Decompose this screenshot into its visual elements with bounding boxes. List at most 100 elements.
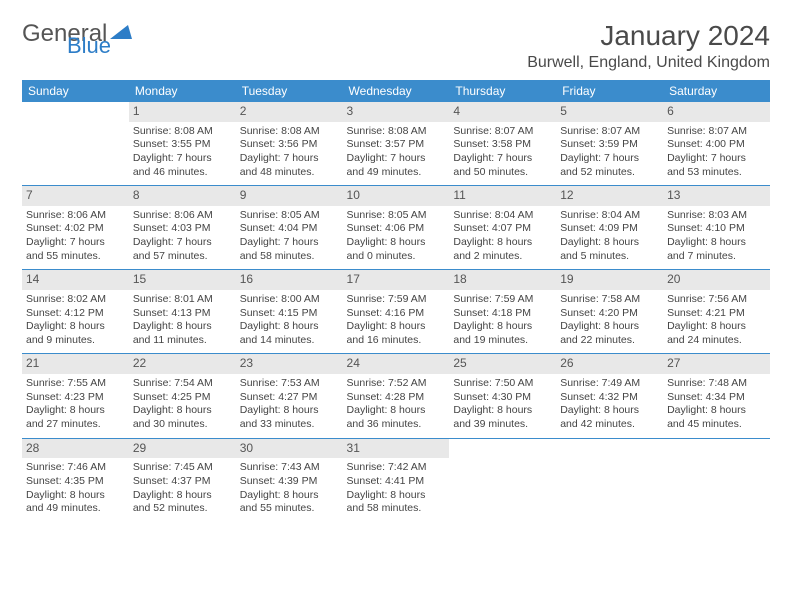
day-info-line: Sunset: 4:06 PM [347,222,446,236]
day-info-line: Sunset: 4:18 PM [453,307,552,321]
day-info: Sunrise: 8:07 AMSunset: 4:00 PMDaylight:… [667,125,766,180]
day-info-line: Sunset: 3:55 PM [133,138,232,152]
day-info-line: and 16 minutes. [347,334,446,348]
day-info-line: Sunset: 4:37 PM [133,475,232,489]
calendar-day-cell: 16Sunrise: 8:00 AMSunset: 4:15 PMDayligh… [236,270,343,354]
day-info-line: Daylight: 8 hours [453,236,552,250]
calendar-week-row: 28Sunrise: 7:46 AMSunset: 4:35 PMDayligh… [22,438,770,522]
day-info: Sunrise: 7:59 AMSunset: 4:18 PMDaylight:… [453,293,552,348]
day-header: Wednesday [343,80,450,102]
day-info: Sunrise: 7:46 AMSunset: 4:35 PMDaylight:… [26,461,125,516]
day-info: Sunrise: 7:45 AMSunset: 4:37 PMDaylight:… [133,461,232,516]
day-info-line: Sunset: 4:28 PM [347,391,446,405]
calendar-day-cell [449,438,556,522]
calendar-day-cell [22,102,129,186]
day-number: 2 [236,102,343,122]
day-info-line: Sunset: 4:21 PM [667,307,766,321]
title-block: January 2024 Burwell, England, United Ki… [527,20,770,72]
day-number: 9 [236,186,343,206]
calendar-day-cell: 26 Sunrise: 7:49 AMSunset: 4:32 PMDayligh… [556,354,663,438]
calendar-week-row: 1Sunrise: 8:08 AMSunset: 3:55 PMDaylight… [22,102,770,186]
calendar-day-cell: 11Sunrise: 8:04 AMSunset: 4:07 PMDayligh… [449,186,556,270]
day-info-line: Sunset: 3:57 PM [347,138,446,152]
day-info-line: Sunrise: 7:43 AM [240,461,339,475]
day-number: 5 [556,102,663,122]
calendar-day-cell: 13Sunrise: 8:03 AMSunset: 4:10 PMDayligh… [663,186,770,270]
calendar-day-cell: 25 Sunrise: 7:50 AMSunset: 4:30 PMDayligh… [449,354,556,438]
day-info-line: Daylight: 8 hours [133,489,232,503]
day-info-line: Sunrise: 8:04 AM [560,209,659,223]
calendar-day-cell: 7Sunrise: 8:06 AMSunset: 4:02 PMDaylight… [22,186,129,270]
day-info: Sunrise: 7:48 AMSunset: 4:34 PMDaylight:… [667,377,766,432]
calendar-day-cell: 18Sunrise: 7:59 AMSunset: 4:18 PMDayligh… [449,270,556,354]
day-info: Sunrise: 8:08 AMSunset: 3:57 PMDaylight:… [347,125,446,180]
day-info-line: Daylight: 8 hours [133,404,232,418]
day-info-line: and 0 minutes. [347,250,446,264]
day-info-line: and 27 minutes. [26,418,125,432]
day-number: 8 [129,186,236,206]
calendar-day-cell [556,438,663,522]
day-info: Sunrise: 7:49 AMSunset: 4:32 PMDaylight:… [560,377,659,432]
calendar-day-cell: 27Sunrise: 7:48 AMSunset: 4:34 PMDayligh… [663,354,770,438]
day-number: 26 [556,354,663,374]
day-info: Sunrise: 7:43 AMSunset: 4:39 PMDaylight:… [240,461,339,516]
day-info-line: and 58 minutes. [240,250,339,264]
day-info-line: Sunset: 4:03 PM [133,222,232,236]
day-info-line: Sunrise: 8:00 AM [240,293,339,307]
day-info: Sunrise: 8:07 AMSunset: 3:59 PMDaylight:… [560,125,659,180]
calendar-day-cell: 3Sunrise: 8:08 AMSunset: 3:57 PMDaylight… [343,102,450,186]
day-info-line: Daylight: 7 hours [240,152,339,166]
day-info-line: and 58 minutes. [347,502,446,516]
day-info-line: Sunrise: 8:01 AM [133,293,232,307]
day-info-line: and 55 minutes. [240,502,339,516]
day-info-line: and 46 minutes. [133,166,232,180]
day-info-line: Sunset: 4:32 PM [560,391,659,405]
day-info: Sunrise: 8:00 AMSunset: 4:15 PMDaylight:… [240,293,339,348]
calendar-day-cell: 2Sunrise: 8:08 AMSunset: 3:56 PMDaylight… [236,102,343,186]
calendar-body: 1Sunrise: 8:08 AMSunset: 3:55 PMDaylight… [22,102,770,522]
day-info-line: Daylight: 8 hours [453,320,552,334]
day-info-line: Sunrise: 7:48 AM [667,377,766,391]
day-info-line: and 24 minutes. [667,334,766,348]
day-header: Thursday [449,80,556,102]
calendar-day-cell: 19 Sunrise: 7:58 AMSunset: 4:20 PMDayligh… [556,270,663,354]
day-number: 17 [343,270,450,290]
day-info-line: and 52 minutes. [133,502,232,516]
day-info-line: Sunrise: 8:04 AM [453,209,552,223]
day-info-line: Daylight: 7 hours [133,236,232,250]
day-info-line: Daylight: 8 hours [453,404,552,418]
day-info-line: Sunset: 4:13 PM [133,307,232,321]
day-info: Sunrise: 7:58 AMSunset: 4:20 PMDaylight:… [560,293,659,348]
calendar-day-cell: 4Sunrise: 8:07 AMSunset: 3:58 PMDaylight… [449,102,556,186]
day-info-line: and 53 minutes. [667,166,766,180]
day-info: Sunrise: 7:50 AMSunset: 4:30 PMDaylight:… [453,377,552,432]
day-info-line: Sunset: 4:12 PM [26,307,125,321]
day-info-line: Sunrise: 8:08 AM [133,125,232,139]
day-number: 25 [449,354,556,374]
calendar-day-cell: 21Sunrise: 7:55 AMSunset: 4:23 PMDayligh… [22,354,129,438]
calendar-day-cell: 22Sunrise: 7:54 AMSunset: 4:25 PMDayligh… [129,354,236,438]
day-info-line: Daylight: 7 hours [667,152,766,166]
calendar-table: SundayMondayTuesdayWednesdayThursdayFrid… [22,80,770,522]
day-info-line: Sunrise: 7:50 AM [453,377,552,391]
day-info-line: Sunrise: 7:52 AM [347,377,446,391]
day-number: 19 [556,270,663,290]
day-info-line: Daylight: 7 hours [26,236,125,250]
day-info-line: and 2 minutes. [453,250,552,264]
day-number: 10 [343,186,450,206]
calendar-day-cell: 6Sunrise: 8:07 AMSunset: 4:00 PMDaylight… [663,102,770,186]
calendar-day-cell: 15Sunrise: 8:01 AMSunset: 4:13 PMDayligh… [129,270,236,354]
day-info-line: Sunrise: 8:05 AM [240,209,339,223]
month-title: January 2024 [527,20,770,52]
calendar-day-cell: 14Sunrise: 8:02 AMSunset: 4:12 PMDayligh… [22,270,129,354]
day-header: Monday [129,80,236,102]
calendar-day-cell: 20Sunrise: 7:56 AMSunset: 4:21 PMDayligh… [663,270,770,354]
day-info-line: Sunset: 3:56 PM [240,138,339,152]
day-info: Sunrise: 7:55 AMSunset: 4:23 PMDaylight:… [26,377,125,432]
day-info-line: and 9 minutes. [26,334,125,348]
day-info-line: and 42 minutes. [560,418,659,432]
day-info-line: and 52 minutes. [560,166,659,180]
day-info-line: Sunset: 4:20 PM [560,307,659,321]
day-number: 12 [556,186,663,206]
day-number: 4 [449,102,556,122]
